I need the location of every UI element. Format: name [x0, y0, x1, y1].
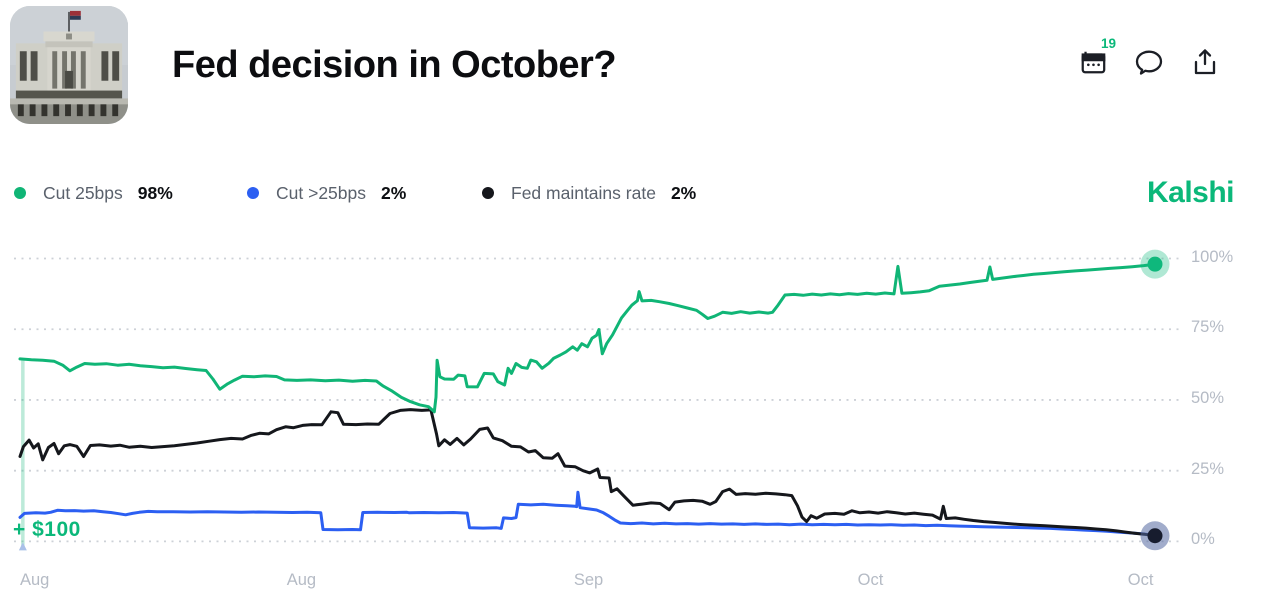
calendar-icon: [1079, 48, 1107, 76]
price-chart[interactable]: [0, 240, 1264, 609]
y-tick-50: 50%: [1191, 388, 1225, 407]
series-dot-black: [482, 187, 494, 199]
legend-label: Cut >25bps: [276, 182, 366, 203]
calendar-button[interactable]: 19: [1078, 36, 1116, 78]
x-tick-0: Aug: [20, 571, 50, 589]
y-tick-25: 25%: [1191, 459, 1225, 478]
pnl-annotation: + $100: [13, 518, 81, 541]
market-header: Fed decision in October? 19: [0, 0, 1264, 150]
y-tick-100: 100%: [1191, 247, 1234, 266]
x-tick-4: Oct: [1127, 571, 1154, 589]
comments-button[interactable]: [1134, 46, 1164, 78]
legend-item-cut-25bps: Cut 25bps 98%: [14, 183, 247, 204]
endpoint-dot: [1147, 256, 1163, 272]
fed-building-image: [10, 6, 128, 124]
calendar-count-badge: 19: [1100, 36, 1116, 51]
price-chart-region: 100% 75% 50% 25% 0% Aug Aug Sep Oct Oct + $100: [0, 240, 1264, 609]
series-line-fed-maintains-rate: [18, 408, 1157, 538]
page-title: Fed decision in October?: [172, 44, 617, 86]
endpoint-dot: [1147, 528, 1163, 544]
legend-item-fed-maintains: Fed maintains rate 2%: [482, 183, 696, 204]
series-line-cut-25bps: [18, 262, 1157, 414]
kalshi-logo[interactable]: Kalshi: [1146, 176, 1235, 209]
legend-value: 2%: [381, 182, 407, 203]
share-icon: [1191, 47, 1219, 77]
legend-item-cut-gt-25bps: Cut >25bps 2%: [247, 183, 482, 204]
legend-value: 2%: [670, 182, 697, 203]
legend-label: Cut 25bps: [43, 182, 123, 203]
series-dot-green: [14, 187, 26, 199]
series-dot-blue: [247, 187, 259, 199]
x-tick-3: Oct: [857, 571, 884, 589]
chart-legend: Cut 25bps 98% Cut >25bps 2% Fed maintain…: [14, 176, 1235, 209]
legend-value: 98%: [137, 182, 173, 203]
series-line-cut-25bps: [18, 490, 1157, 537]
market-avatar[interactable]: [10, 6, 128, 124]
comment-bubble-icon: [1134, 47, 1164, 77]
x-tick-1: Aug: [286, 571, 317, 589]
header-actions: 19: [1078, 36, 1220, 78]
share-button[interactable]: [1190, 46, 1220, 78]
entry-marker-flag: [18, 542, 27, 551]
x-tick-2: Sep: [573, 571, 604, 589]
y-tick-0: 0%: [1191, 530, 1215, 549]
legend-label: Fed maintains rate: [511, 182, 656, 203]
y-tick-75: 75%: [1191, 318, 1225, 337]
